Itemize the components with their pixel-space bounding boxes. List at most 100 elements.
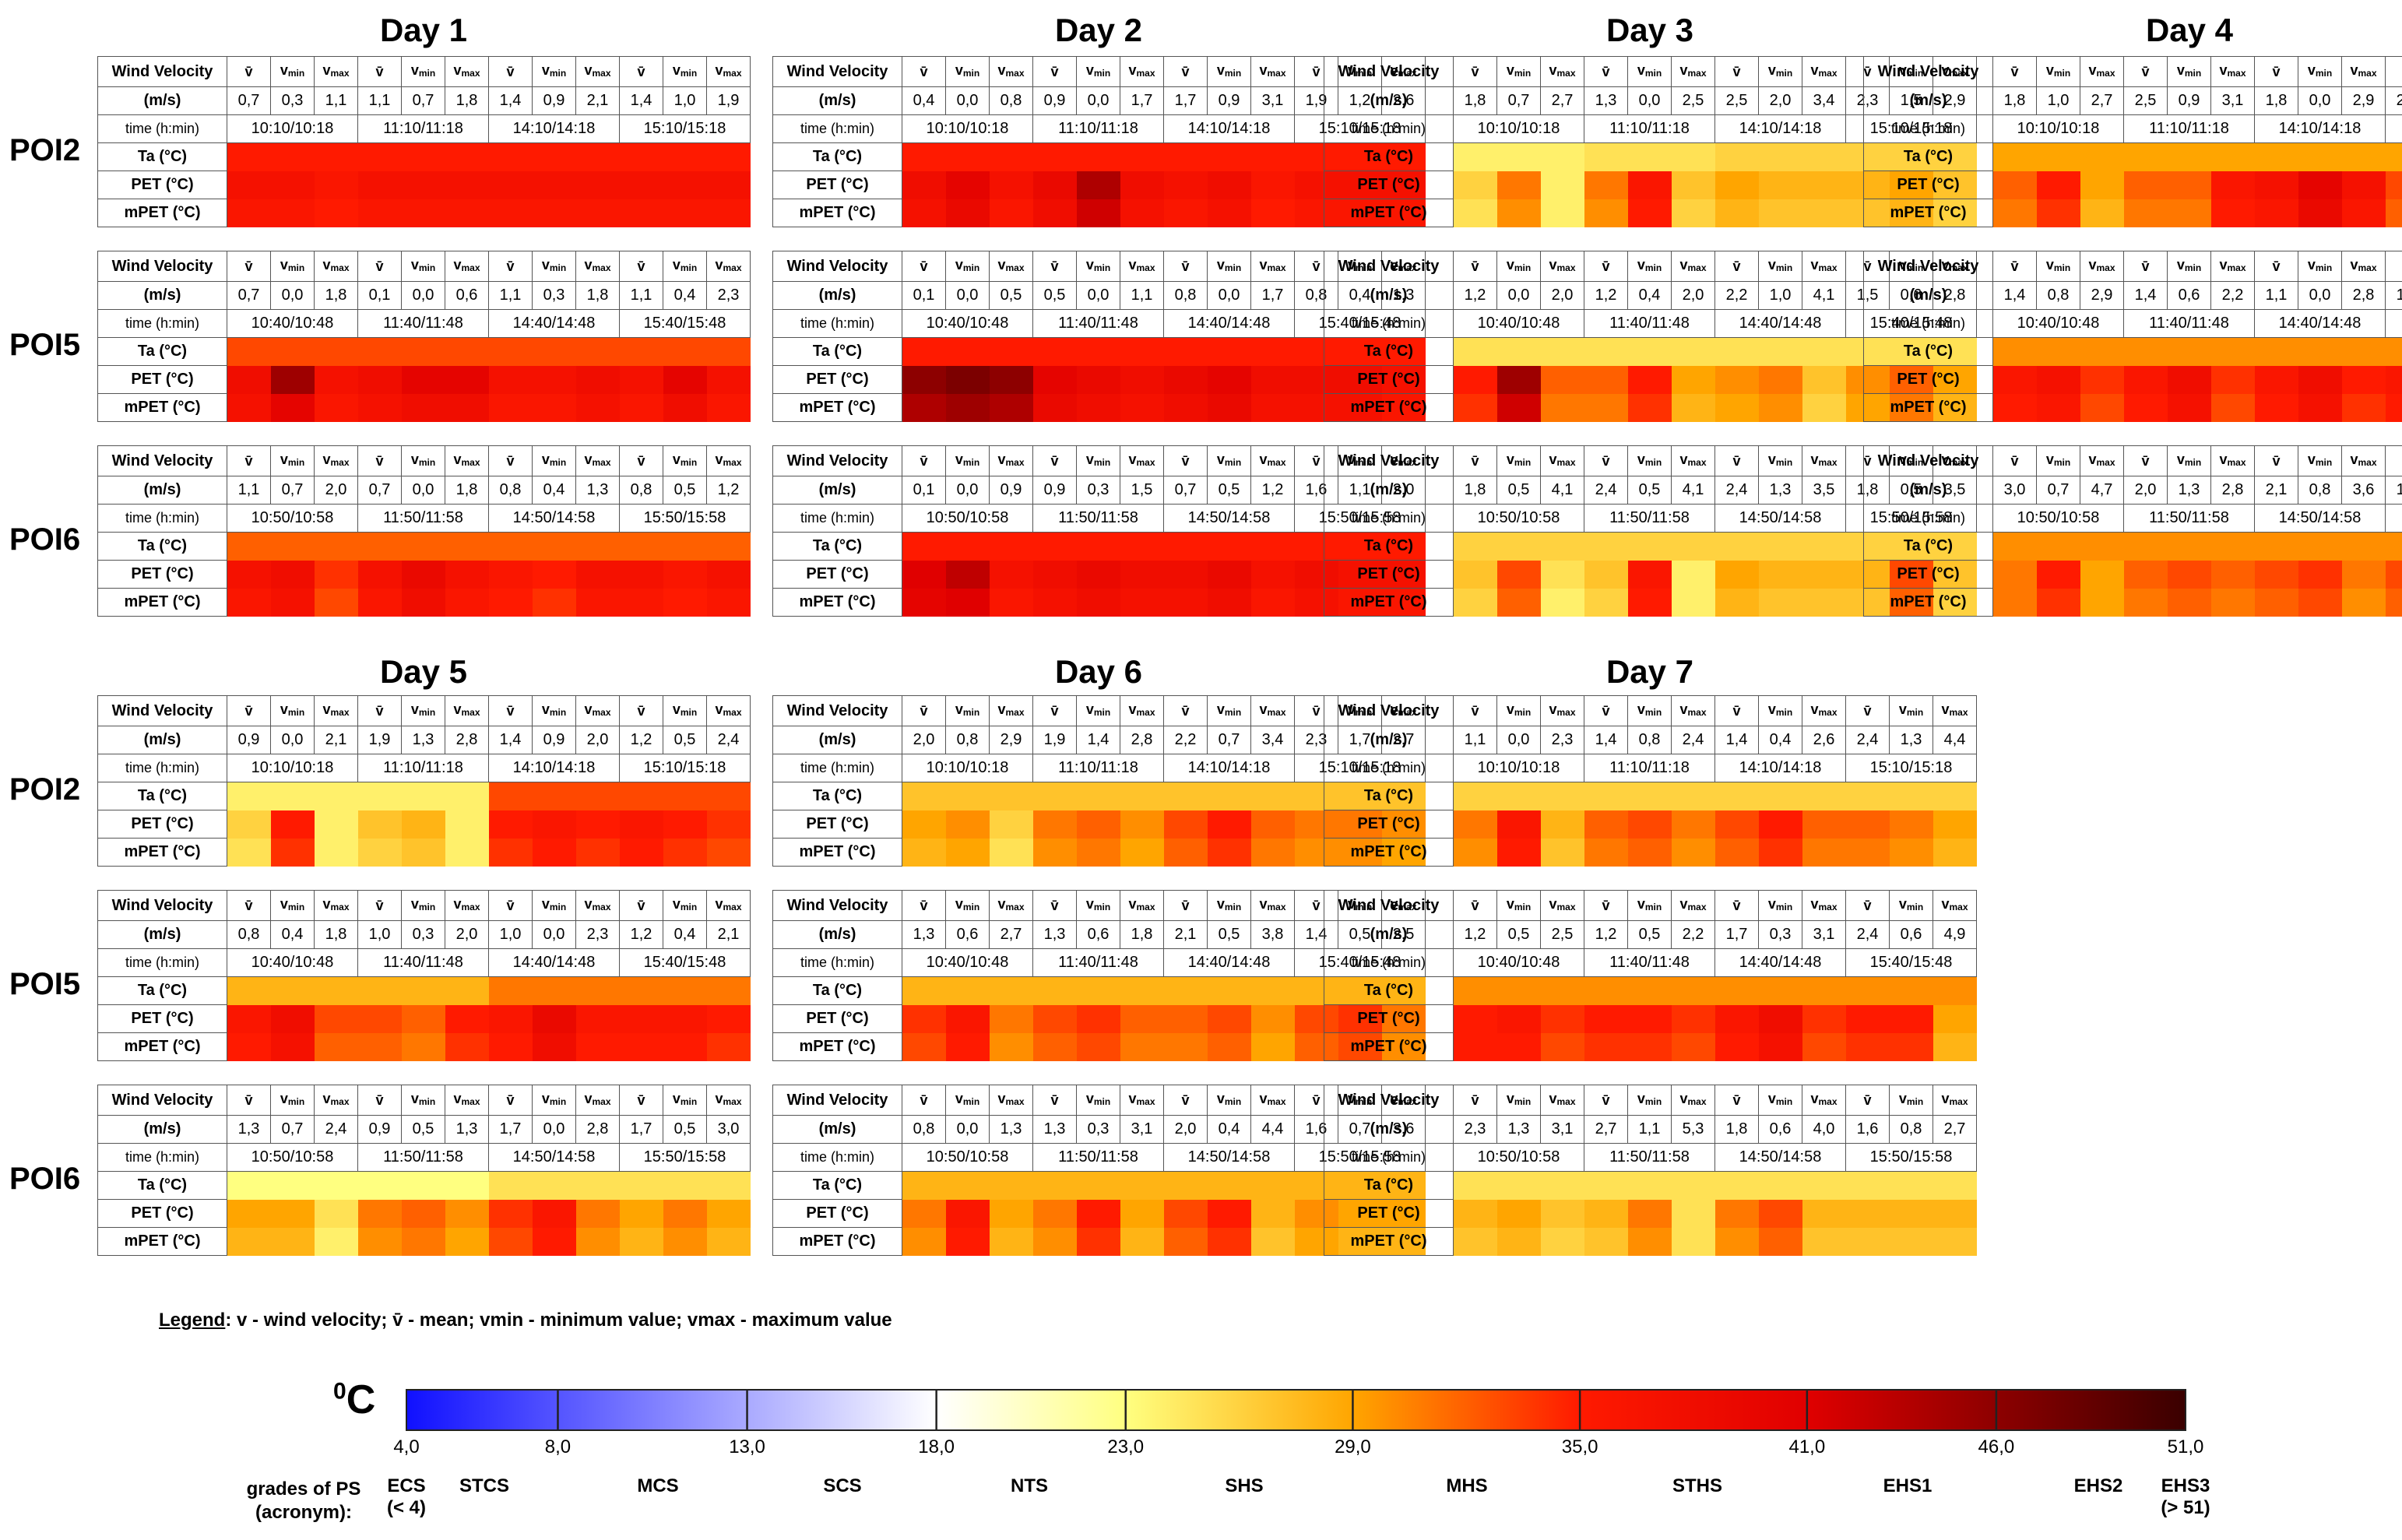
- mean-symbol-text: v̄: [1312, 897, 1321, 913]
- mpet-label: mPET (°C): [772, 393, 902, 422]
- pet-heat-cell: [619, 810, 663, 839]
- wind-value: 0,9: [532, 726, 576, 754]
- min-subscript: min: [1775, 1095, 1793, 1107]
- time-range: 14:10/14:18: [1163, 114, 1295, 143]
- time-range: 10:50/10:58: [227, 504, 358, 533]
- vmax-symbol: vmax: [1540, 251, 1584, 282]
- vmax-symbol: vmax: [1671, 445, 1715, 476]
- ta-heat-cell: [2254, 337, 2298, 366]
- pet-heat-cell: [401, 365, 445, 394]
- v-symbol-text: v: [2350, 256, 2358, 272]
- ta-heat-cell: [401, 976, 445, 1005]
- pet-heat-cell: [1032, 1199, 1077, 1228]
- grade-name: ECS: [387, 1475, 426, 1496]
- wind-value: 0,0: [1496, 726, 1541, 754]
- wind-velocity-label: Wind Velocity: [1863, 445, 1993, 476]
- mpet-heat-cell: [1627, 393, 1672, 422]
- mpet-heat-cell: [401, 199, 445, 227]
- max-subscript: max: [2096, 456, 2115, 468]
- mpet-heat-cell: [401, 838, 445, 867]
- time-range: 10:10/10:18: [227, 754, 358, 782]
- pet-heat-cell: [532, 365, 576, 394]
- mpet-label: mPET (°C): [1324, 393, 1454, 422]
- time-range: 11:10/11:18: [1584, 754, 1715, 782]
- mean-symbol-text: v̄: [1050, 63, 1059, 79]
- mpet-heat-cell: [989, 1032, 1033, 1061]
- pet-heat-cell: [619, 1004, 663, 1033]
- pet-heat-cell: [706, 171, 751, 199]
- mpet-heat-cell: [1627, 588, 1672, 617]
- wind-value: 0,8: [488, 476, 533, 505]
- mean-symbol-text: v̄: [375, 1092, 384, 1108]
- mpet-heat-cell: [1120, 199, 1164, 227]
- time-range: 10:40/10:48: [902, 948, 1033, 977]
- mean-symbol-text: v̄: [1050, 452, 1059, 469]
- pet-heat-cell: [2385, 365, 2402, 394]
- pet-heat-cell: [1758, 171, 1802, 199]
- pet-heat-cell: [1076, 560, 1120, 589]
- mpet-heat-cell: [1671, 199, 1715, 227]
- wind-value: 2,2: [2210, 281, 2255, 310]
- units-label: (m/s): [97, 920, 227, 949]
- v-symbol-text: v: [2045, 451, 2054, 467]
- mpet-heat-cell: [2254, 393, 2298, 422]
- pet-heat-cell: [989, 365, 1033, 394]
- v-symbol-text: v: [453, 895, 462, 912]
- mpet-heat-cell: [1496, 393, 1541, 422]
- mean-symbol-text: v̄: [920, 897, 928, 913]
- min-subscript: min: [680, 67, 698, 79]
- v-symbol-text: v: [1085, 62, 1094, 78]
- mean-symbol: v̄: [357, 445, 402, 476]
- mean-symbol-text: v̄: [2272, 63, 2281, 79]
- ta-heat-cell: [619, 142, 663, 171]
- poi-label-poi6: POI6: [9, 522, 81, 557]
- min-subscript: min: [2184, 456, 2202, 468]
- wind-value: 1,0: [663, 86, 707, 115]
- min-subscript: min: [549, 1095, 567, 1107]
- wind-value: 1,0: [1758, 281, 1802, 310]
- v-symbol-text: v: [997, 1090, 1006, 1106]
- max-subscript: max: [1136, 706, 1155, 718]
- wind-value: 0,1: [902, 476, 946, 505]
- mpet-heat-cell: [2167, 199, 2211, 227]
- block-day-1-poi5: Wind Velocity v̄ vmin vmax v̄ vmin vmax v̄ vmin v…: [97, 251, 751, 422]
- ta-heat-cell: [1627, 142, 1672, 171]
- ta-heat-cell: [575, 976, 620, 1005]
- pet-heat-cell: [945, 810, 990, 839]
- v-symbol-text: v: [672, 62, 681, 78]
- v-symbol-text: v: [453, 256, 462, 272]
- ta-label: Ta (°C): [1324, 1171, 1454, 1200]
- max-subscript: max: [2227, 456, 2246, 468]
- wind-value: 0,0: [945, 476, 990, 505]
- pet-heat-cell: [270, 365, 315, 394]
- mpet-heat-cell: [1163, 199, 1208, 227]
- mpet-heat-cell: [1453, 588, 1497, 617]
- mean-symbol-text: v̄: [637, 897, 645, 913]
- min-subscript: min: [1224, 67, 1242, 79]
- mpet-label: mPET (°C): [1324, 199, 1454, 227]
- mpet-heat-cell: [488, 588, 533, 617]
- pet-heat-cell: [1250, 560, 1295, 589]
- pet-label: PET (°C): [97, 560, 227, 589]
- ta-label: Ta (°C): [97, 1171, 227, 1200]
- ta-heat-cell: [1889, 782, 1933, 810]
- pet-heat-cell: [945, 365, 990, 394]
- max-subscript: max: [1136, 1095, 1155, 1107]
- time-range: 10:10/10:18: [1453, 754, 1584, 782]
- mean-symbol-text: v̄: [506, 452, 515, 469]
- time-range: 15:10/15:18: [1845, 754, 1977, 782]
- mpet-heat-cell: [2298, 393, 2342, 422]
- ta-heat-cell: [619, 976, 663, 1005]
- vmax-symbol: vmax: [1120, 695, 1164, 726]
- v-symbol-text: v: [541, 895, 550, 912]
- ta-heat-cell: [445, 337, 489, 366]
- wind-table: Wind Velocity v̄ vmin vmax v̄ vmin vmax v̄ vmin v…: [1324, 890, 1977, 1061]
- mpet-label: mPET (°C): [97, 393, 227, 422]
- time-range: 10:10/10:18: [227, 114, 358, 143]
- vmin-symbol: vmin: [532, 695, 576, 726]
- pet-heat-cell: [227, 810, 271, 839]
- mpet-heat-cell: [445, 393, 489, 422]
- v-symbol-text: v: [997, 701, 1006, 717]
- wind-value: 1,1: [619, 281, 663, 310]
- mpet-heat-cell: [227, 588, 271, 617]
